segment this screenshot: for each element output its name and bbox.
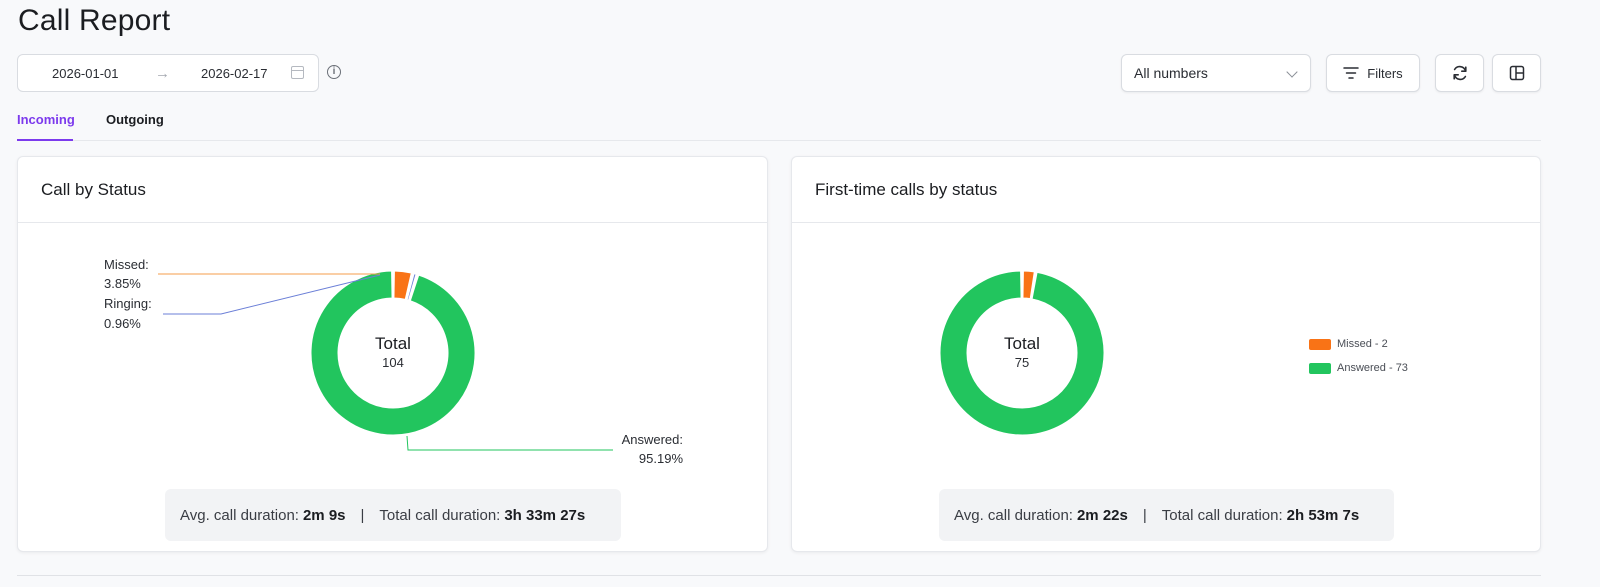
call-duration-summary: Avg. call duration: 2m 9s | Total call d… [165, 489, 621, 541]
layout-icon [1509, 65, 1524, 81]
missed-label: Missed: [104, 257, 149, 272]
refresh-icon [1452, 65, 1467, 81]
total-duration-label: Total call duration: [1161, 506, 1283, 524]
slice-missed[interactable] [1022, 270, 1035, 300]
refresh-button[interactable] [1435, 54, 1484, 92]
separator: | [1142, 506, 1147, 524]
slice-answered[interactable] [939, 270, 1105, 436]
slice-missed[interactable] [393, 270, 412, 300]
slice-ringing[interactable] [406, 273, 417, 301]
arrow-right-icon: → [155, 64, 170, 82]
ringing-leader-line [163, 274, 381, 315]
answered-leader-line [406, 435, 613, 451]
tab-outgoing[interactable]: Outgoing [106, 112, 164, 127]
legend-swatch-missed [1309, 338, 1331, 350]
calendar-icon[interactable] [291, 66, 304, 79]
center-total-value: 104 [382, 355, 404, 370]
filters-label: Filters [1367, 65, 1403, 81]
legend-label: Answered - 73 [1337, 362, 1408, 374]
center-total-label: Total [1004, 334, 1040, 353]
call-by-status-card: Call by Status Missed: 3.85% Ringing: 0.… [17, 156, 768, 552]
avg-duration-value: 2m 22s [1076, 506, 1128, 524]
filters-button[interactable]: Filters [1326, 54, 1420, 92]
date-range-picker[interactable]: 2026-01-01 → 2026-02-17 [17, 54, 319, 92]
card-title: Call by Status [18, 157, 767, 223]
legend-swatch-answered [1309, 362, 1331, 374]
missed-percent: 3.85% [104, 276, 141, 291]
separator: | [360, 506, 365, 524]
layout-button[interactable] [1492, 54, 1541, 92]
avg-duration-label: Avg. call duration: [954, 506, 1073, 524]
date-start[interactable]: 2026-01-01 [52, 65, 119, 81]
divider [17, 575, 1541, 576]
center-total-label: Total [375, 334, 411, 353]
numbers-select-value: All numbers [1134, 65, 1208, 81]
legend-item-missed[interactable]: Missed - 2 [1309, 332, 1408, 356]
call-by-status-chart: Missed: 3.85% Ringing: 0.96% Answered: 9… [104, 257, 684, 466]
info-icon[interactable]: i [327, 65, 341, 79]
chart-legend: Missed - 2 Answered - 73 [1309, 332, 1408, 380]
chevron-down-icon [1286, 66, 1298, 78]
page-title: Call Report [18, 4, 171, 37]
avg-duration-value: 2m 9s [302, 506, 346, 524]
answered-label: Answered: [622, 432, 683, 447]
filter-icon [1343, 67, 1360, 79]
first-time-calls-card: First-time calls by status Total 75 Miss… [791, 156, 1541, 552]
ringing-label: Ringing: [104, 296, 152, 311]
call-duration-summary: Avg. call duration: 2m 22s | Total call … [939, 489, 1394, 541]
date-end[interactable]: 2026-02-17 [201, 65, 268, 81]
tab-incoming[interactable]: Incoming [17, 112, 75, 141]
slice-answered[interactable] [310, 270, 476, 436]
center-total-value: 75 [1015, 355, 1029, 370]
legend-label: Missed - 2 [1337, 338, 1388, 350]
first-time-calls-chart: Total 75 [939, 270, 1105, 436]
ringing-percent: 0.96% [104, 316, 141, 331]
total-duration-label: Total call duration: [379, 506, 501, 524]
total-duration-value: 3h 33m 27s [504, 506, 586, 524]
card-title: First-time calls by status [792, 157, 1540, 223]
numbers-select[interactable]: All numbers [1121, 54, 1311, 92]
total-duration-value: 2h 53m 7s [1286, 506, 1360, 524]
answered-percent: 95.19% [639, 451, 684, 466]
report-tabs: Incoming Outgoing [17, 112, 1541, 141]
avg-duration-label: Avg. call duration: [180, 506, 299, 524]
legend-item-answered[interactable]: Answered - 73 [1309, 356, 1408, 380]
